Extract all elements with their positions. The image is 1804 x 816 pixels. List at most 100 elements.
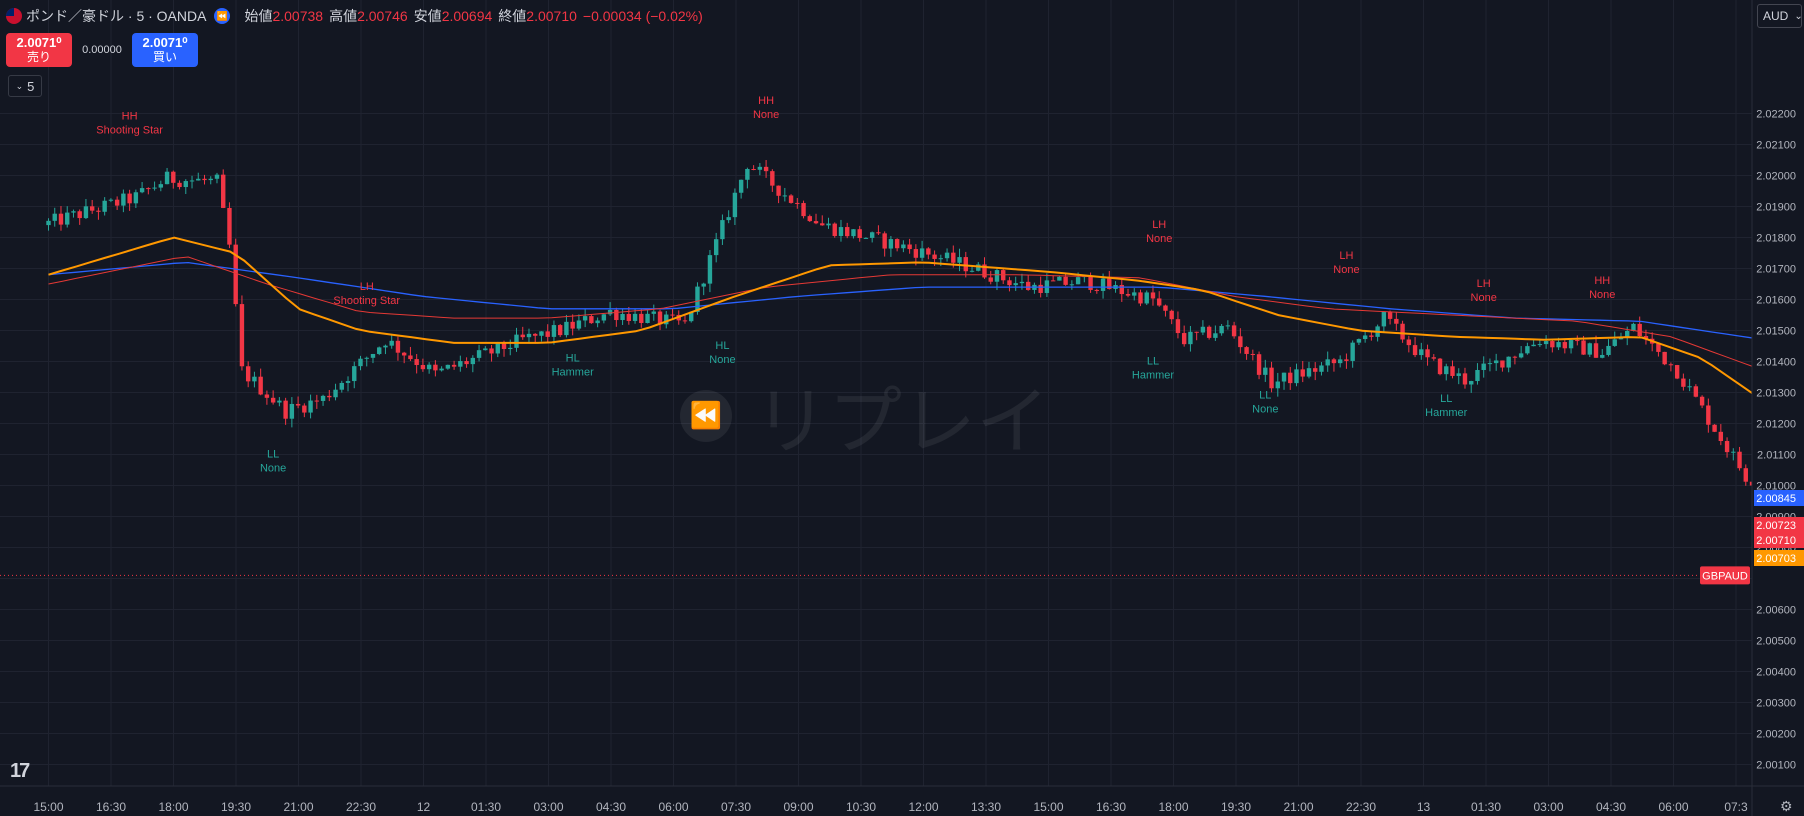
- candle: [65, 206, 70, 228]
- candle: [1007, 276, 1012, 292]
- candle: [171, 170, 176, 189]
- time-tick-label: 18:00: [1158, 800, 1188, 814]
- candle: [1412, 337, 1418, 358]
- candle-body: [1381, 311, 1387, 327]
- currency-selector[interactable]: AUD ⌄: [1757, 4, 1803, 28]
- sell-button[interactable]: 2.0071⁰ 売り: [6, 33, 72, 67]
- candle-body: [1575, 340, 1580, 342]
- candle-body: [1406, 339, 1412, 346]
- candle-body: [782, 195, 788, 197]
- time-tick-label: 15:00: [33, 800, 63, 814]
- candle-body: [1288, 372, 1293, 384]
- candle-body: [377, 347, 382, 354]
- candle: [1456, 368, 1461, 385]
- candle-body: [189, 180, 195, 182]
- symbol-title[interactable]: ポンド／豪ドル · 5 · OANDA: [26, 8, 207, 24]
- candle-body: [813, 221, 819, 224]
- candle-body: [89, 206, 95, 211]
- annotation: LH None: [1146, 219, 1172, 245]
- candle: [1256, 351, 1262, 380]
- moving-average-slow: [48, 261, 1804, 349]
- candle-body: [682, 320, 688, 322]
- candle: [926, 247, 931, 260]
- candle: [1281, 372, 1287, 390]
- symbol-tag: [1700, 566, 1750, 585]
- candle: [1263, 359, 1268, 382]
- candle-body: [1362, 335, 1368, 340]
- candle-body: [551, 325, 557, 337]
- candle-body: [1662, 351, 1667, 365]
- candle-body: [445, 364, 451, 369]
- candle: [845, 222, 850, 239]
- candle: [526, 328, 532, 343]
- candle: [639, 308, 644, 328]
- candle: [713, 232, 719, 263]
- annotation-pattern: Hammer: [1425, 407, 1468, 419]
- candle-body: [1699, 396, 1705, 406]
- candle-body: [451, 364, 457, 367]
- candle-body: [514, 334, 519, 348]
- interval-toggle[interactable]: ⌄ 5: [8, 75, 42, 97]
- candle-body: [464, 361, 469, 365]
- candle-body: [1313, 368, 1318, 372]
- candle: [751, 165, 756, 171]
- candle-body: [776, 185, 781, 196]
- candle-body: [1337, 359, 1343, 364]
- candle-body: [788, 195, 794, 203]
- low-value: 2.00694: [441, 8, 493, 24]
- price-tick-label: 2.00200: [1756, 729, 1796, 741]
- candle: [1169, 309, 1174, 325]
- candle: [1469, 380, 1474, 393]
- candle: [776, 185, 781, 204]
- candle: [788, 194, 794, 204]
- candle-body: [495, 342, 500, 354]
- candle: [570, 314, 575, 336]
- candle-body: [476, 350, 482, 358]
- candle-body: [888, 239, 894, 249]
- candle-body: [1674, 365, 1680, 379]
- time-tick-label: 01:30: [471, 800, 501, 814]
- trade-panel: 2.0071⁰ 売り 0.00000 2.0071⁰ 買い: [6, 33, 198, 67]
- price-label-box: [1754, 550, 1804, 566]
- candle-body: [302, 405, 307, 413]
- price-label-text: 2.00845: [1756, 493, 1796, 505]
- candle-body: [339, 382, 344, 390]
- candle-body: [1007, 280, 1012, 286]
- candle-body: [127, 193, 132, 204]
- candle-body: [470, 357, 476, 365]
- buy-button[interactable]: 2.0071⁰ 買い: [132, 33, 198, 67]
- candle: [96, 207, 101, 220]
- candle: [876, 225, 881, 235]
- candle-body: [1631, 323, 1636, 332]
- candle-body: [894, 239, 900, 249]
- candle: [46, 218, 51, 231]
- candle: [264, 390, 270, 405]
- replay-icon[interactable]: ⏪: [214, 8, 231, 24]
- price-label-text: 2.00710: [1756, 535, 1796, 547]
- candle: [988, 270, 993, 285]
- candle: [470, 355, 476, 373]
- candle-body: [1100, 278, 1106, 291]
- candle: [208, 176, 213, 185]
- annotation-label: HH: [1594, 275, 1610, 287]
- candle-body: [221, 174, 226, 208]
- candle: [1550, 338, 1555, 353]
- candle: [370, 353, 376, 364]
- candle: [1275, 372, 1280, 397]
- candle: [545, 324, 550, 344]
- candle: [1743, 464, 1748, 486]
- candle: [1612, 331, 1617, 347]
- gear-icon[interactable]: ⚙: [1780, 798, 1793, 814]
- candle-body: [96, 210, 101, 212]
- candle-body: [202, 178, 207, 181]
- candle: [1369, 330, 1374, 341]
- candle-body: [1668, 364, 1674, 366]
- tradingview-logo-icon[interactable]: 17: [10, 760, 30, 782]
- annotation: LL Hammer: [1132, 356, 1175, 382]
- annotation: LL None: [260, 449, 286, 475]
- candle-body: [370, 353, 376, 358]
- moving-average-mid: [48, 256, 1804, 382]
- candle-body: [919, 248, 925, 258]
- candle-body: [1281, 372, 1287, 382]
